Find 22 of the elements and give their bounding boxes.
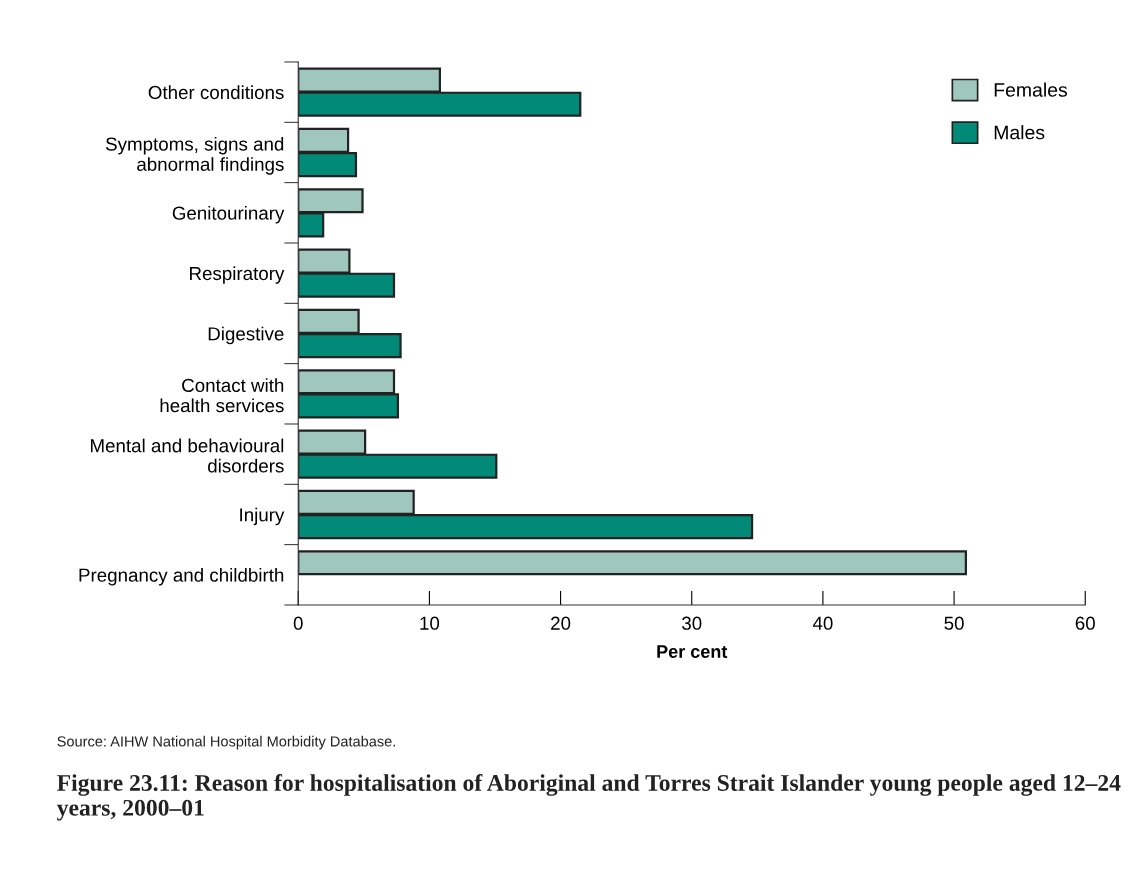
x-tick-label: 60: [1075, 616, 1095, 630]
y-tick-label: Genitourinary: [172, 206, 285, 224]
legend-label: Males: [994, 125, 1045, 140]
y-tick-label: Pregnancy and childbirth: [79, 568, 284, 586]
y-tick-label: Injury: [240, 507, 285, 526]
source-note: Source: AIHW National Hospital Morbidity Database.: [57, 735, 395, 750]
x-tick-label: 40: [812, 616, 833, 630]
x-tick-label: 30: [682, 616, 702, 630]
y-tick-label: Other conditions: [148, 85, 284, 100]
y-tick-label: Symptoms, signs and abnormal findings: [105, 136, 284, 175]
text: Figure 23.11: Reason for hospitalisation of Aboriginal and Torres Strait Islander young people aged 12–24 years, 2000–01: [56, 774, 1121, 821]
x-tick-label: 20: [551, 616, 571, 630]
x-axis-title: Per cent: [657, 645, 728, 658]
x-tick-label: 50: [944, 616, 964, 630]
y-tick-label: Mental and behavioural disorders: [90, 438, 284, 473]
bar: [298, 550, 967, 576]
x-tick-label: 0: [293, 616, 303, 630]
y-tick-label: Digestive: [208, 326, 284, 345]
x-tick-label: 10: [420, 616, 440, 630]
y-tick-label: Respiratory: [190, 266, 285, 284]
y-tick-label: Contact with health services: [160, 378, 284, 413]
legend-label: Females: [994, 82, 1068, 97]
